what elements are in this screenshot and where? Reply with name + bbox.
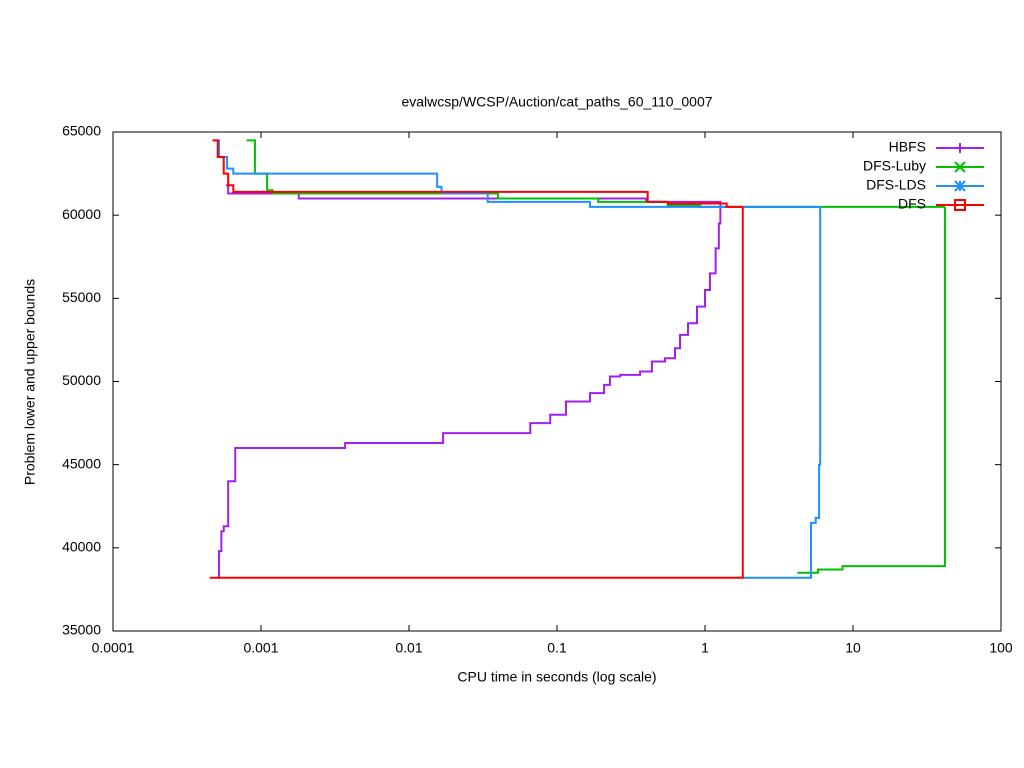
legend-label: HBFS <box>889 139 926 155</box>
y-tick-label: 55000 <box>62 289 101 305</box>
x-tick-label: 0.01 <box>395 640 422 656</box>
series-line <box>217 184 722 579</box>
legend-marker <box>954 180 966 192</box>
series-line <box>209 139 744 579</box>
y-axis-label: Problem lower and upper bounds <box>22 279 38 485</box>
x-tick-label: 1 <box>701 640 709 656</box>
x-axis-label: CPU time in seconds (log scale) <box>457 669 656 685</box>
legend-marker <box>955 143 965 153</box>
x-tick-label: 0.0001 <box>92 640 135 656</box>
y-tick-label: 65000 <box>62 123 101 139</box>
y-tick-label: 45000 <box>62 455 101 471</box>
y-tick-label: 60000 <box>62 206 101 222</box>
x-tick-label: 100 <box>989 640 1013 656</box>
series-line <box>246 139 946 574</box>
x-tick-label: 0.001 <box>243 640 278 656</box>
legend-marker <box>954 199 966 211</box>
legend-label: DFS-LDS <box>866 177 926 193</box>
legend-label: DFS <box>898 196 926 212</box>
x-tick-label: 0.1 <box>547 640 567 656</box>
y-tick-label: 50000 <box>62 372 101 388</box>
legend-marker <box>954 161 966 173</box>
legend-label: DFS-Luby <box>863 158 926 174</box>
chart-title: evalwcsp/WCSP/Auction/cat_paths_60_110_0… <box>401 94 712 110</box>
x-tick-label: 10 <box>845 640 861 656</box>
y-tick-label: 35000 <box>62 622 101 638</box>
y-tick-label: 40000 <box>62 539 101 555</box>
